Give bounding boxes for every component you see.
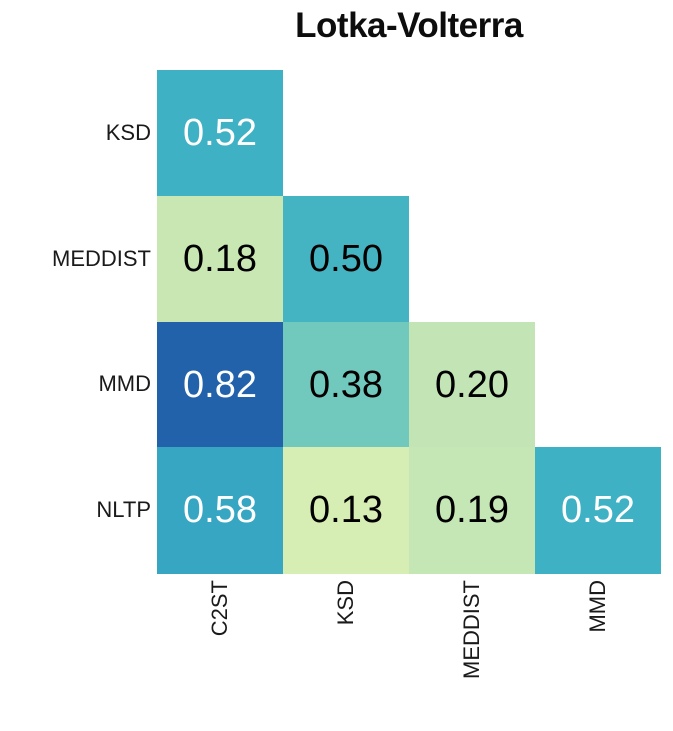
- heatmap-cell: 0.52: [157, 70, 283, 197]
- heatmap-cell: 0.13: [283, 447, 409, 574]
- heatmap-cell: 0.82: [157, 321, 283, 448]
- x-tick-label: MMD: [535, 580, 661, 633]
- heatmap-cell: 0.18: [157, 195, 283, 322]
- y-tick-label: KSD: [105, 119, 151, 145]
- heatmap-cell: 0.58: [157, 447, 283, 574]
- heatmap-cell: 0.20: [409, 321, 535, 448]
- chart-title: Lotka-Volterra: [295, 6, 523, 45]
- x-tick-label: C2ST: [157, 580, 283, 636]
- x-tick-label: MEDDIST: [409, 580, 535, 679]
- heatmap-cell: 0.38: [283, 321, 409, 448]
- x-tick-label-text: MMD: [584, 580, 610, 633]
- heatmap-cell: 0.50: [283, 195, 409, 322]
- x-tick-label-text: MEDDIST: [458, 580, 484, 679]
- y-tick-label: MEDDIST: [52, 245, 151, 271]
- x-tick-label-text: C2ST: [206, 580, 232, 637]
- heatmap-cell: 0.52: [535, 447, 661, 574]
- y-tick-label: MMD: [98, 371, 151, 397]
- heatmap-grid: 0.52 0.18 0.50 0.82 0.38 0.20 0.58 0.13 0.19 0.52: [157, 70, 661, 574]
- x-tick-label-text: KSD: [332, 580, 358, 626]
- y-tick-label: NLTP: [96, 497, 151, 523]
- heatmap-cell: 0.19: [409, 447, 535, 574]
- x-tick-label: KSD: [283, 580, 409, 625]
